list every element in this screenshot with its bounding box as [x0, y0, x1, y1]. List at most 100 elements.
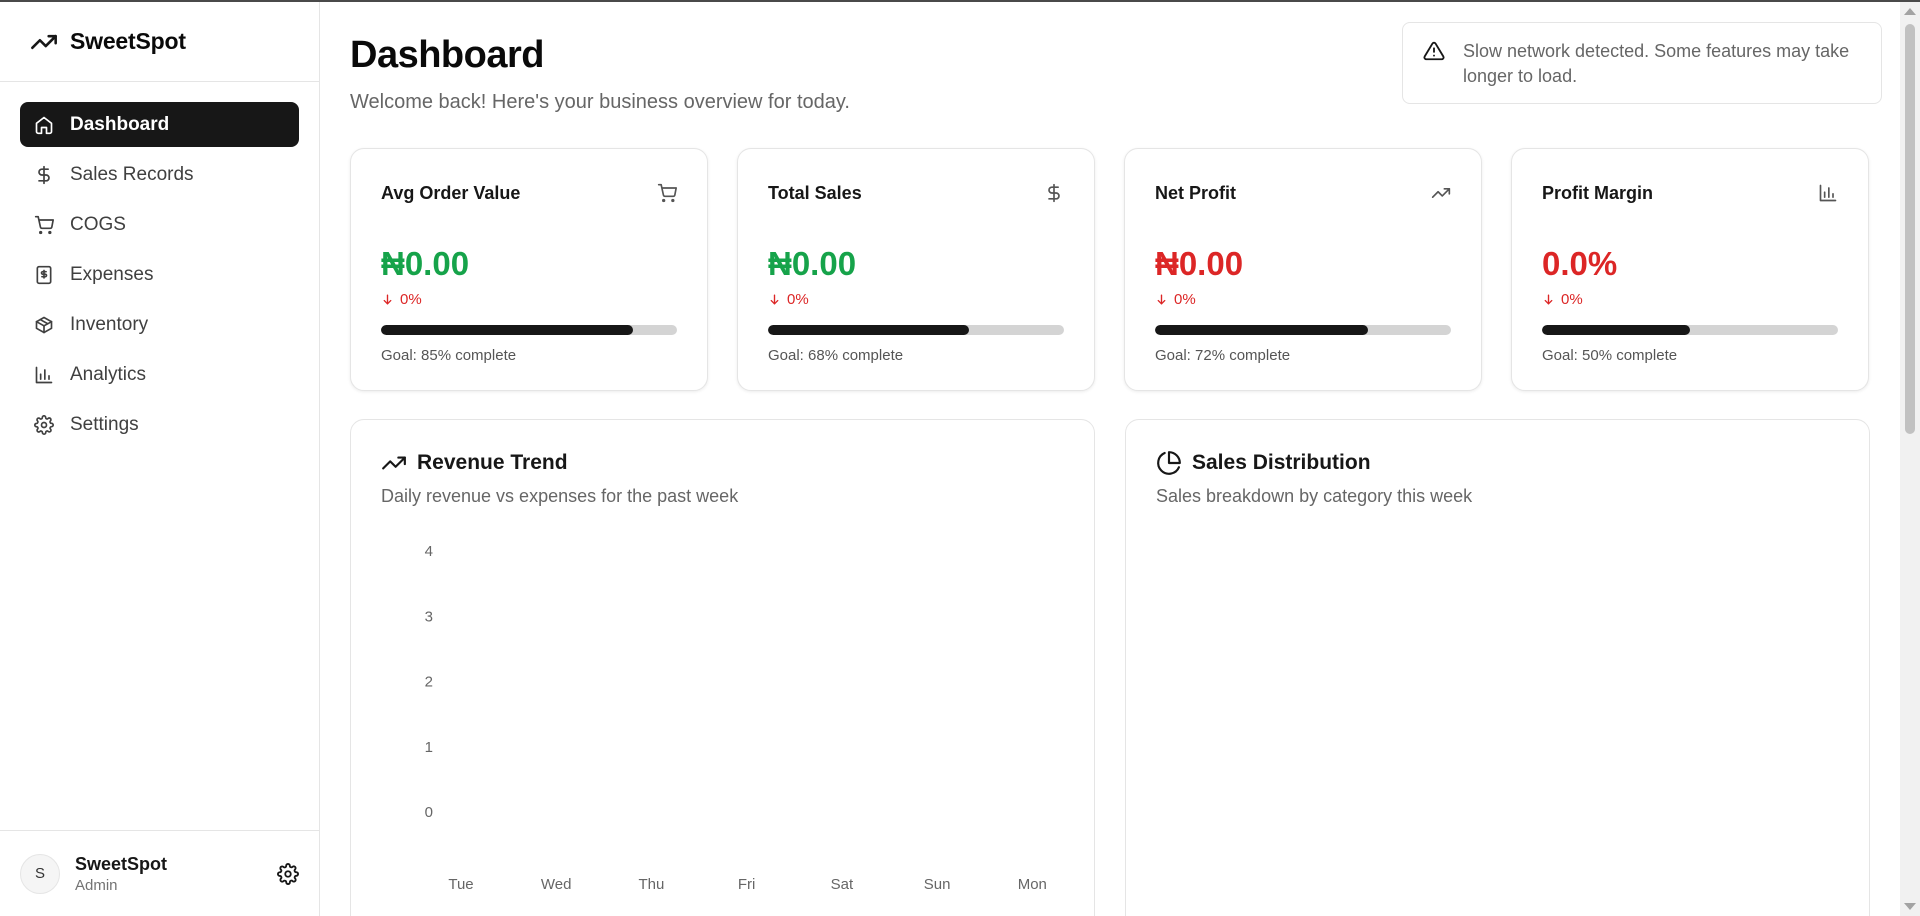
user-info: SweetSpot Admin: [75, 854, 277, 894]
x-tick-label: Thu: [639, 876, 665, 893]
kpi-goal: Goal: 50% complete: [1542, 347, 1678, 364]
cart-icon: [34, 215, 54, 234]
panel-subtitle: Sales breakdown by category this week: [1156, 486, 1473, 506]
goal-progress-bar: [381, 325, 677, 335]
panel-title: Revenue Trend: [417, 451, 568, 474]
pie-chart-icon: [1157, 451, 1181, 475]
sales-distribution-panel: Sales Distribution Sales breakdown by ca…: [1125, 419, 1870, 916]
goal-progress-bar: [1155, 325, 1451, 335]
goal-progress-bar: [768, 325, 1064, 335]
kpi-change: 0%: [1155, 291, 1196, 308]
goal-progress-fill: [1155, 325, 1369, 335]
brand[interactable]: SweetSpot: [0, 2, 319, 82]
sidebar-item-analytics[interactable]: Analytics: [20, 352, 299, 397]
gear-icon: [34, 414, 54, 435]
sidebar-item-label: Inventory: [70, 313, 149, 335]
x-tick-label: Mon: [1018, 876, 1047, 893]
kpi-card-total-sales: Total Sales ₦0.00 0% Goal: 68% complete: [737, 148, 1095, 391]
kpi-change-value: 0%: [1174, 291, 1196, 308]
revenue-trend-chart[interactable]: 0 1 2 3 4 Tue Wed Thu Fri Sat Sun Mon: [351, 420, 1096, 916]
page-subtitle: Welcome back! Here's your business overv…: [350, 91, 850, 113]
y-tick-label: 0: [425, 804, 433, 821]
kpi-card-profit-margin: Profit Margin 0.0% 0% Goal: 50% complete: [1511, 148, 1869, 391]
x-tick-label: Wed: [541, 876, 572, 893]
home-icon: [35, 116, 53, 134]
package-icon: [35, 316, 53, 333]
main-content: Dashboard Welcome back! Here's your busi…: [321, 2, 1900, 916]
page-title: Dashboard: [350, 34, 544, 76]
scroll-up-arrow[interactable]: [1904, 8, 1916, 15]
kpi-goal: Goal: 72% complete: [1155, 347, 1291, 364]
scroll-down-arrow[interactable]: [1904, 903, 1916, 910]
goal-progress-fill: [381, 325, 633, 335]
alert-text: Slow network detected. Some features may…: [1463, 41, 1850, 86]
sidebar-item-settings[interactable]: Settings: [20, 402, 299, 447]
sidebar-item-inventory[interactable]: Inventory: [20, 302, 299, 347]
x-tick-label: Fri: [738, 876, 756, 893]
panel-subtitle: Daily revenue vs expenses for the past w…: [381, 486, 739, 506]
kpi-card-avg-order-value: Avg Order Value ₦0.00 0% Goal: 85% compl…: [350, 148, 708, 391]
panel-title: Sales Distribution: [1192, 451, 1371, 474]
kpi-title: Net Profit: [1155, 183, 1236, 203]
y-tick-label: 2: [425, 674, 433, 691]
kpi-change: 0%: [1542, 291, 1583, 308]
user-role: Admin: [75, 876, 118, 894]
gear-icon[interactable]: [277, 862, 299, 885]
window-top-border: [0, 0, 1920, 2]
kpi-change-value: 0%: [1561, 291, 1583, 308]
sidebar-item-sales-records[interactable]: Sales Records: [20, 152, 299, 197]
network-alert: Slow network detected. Some features may…: [1402, 22, 1882, 104]
dollar-icon: [38, 165, 50, 184]
kpi-change: 0%: [381, 291, 422, 308]
kpi-value: 0.0%: [1542, 245, 1618, 282]
sidebar-item-label: Sales Records: [70, 163, 194, 185]
arrow-down-icon: [383, 294, 392, 305]
goal-progress-fill: [1542, 325, 1690, 335]
avatar[interactable]: S: [20, 853, 60, 894]
kpi-value: ₦0.00: [768, 245, 857, 282]
sidebar-item-label: Dashboard: [70, 113, 170, 135]
x-tick-label: Sat: [831, 876, 854, 893]
arrow-down-icon: [770, 294, 779, 305]
sidebar-nav: Dashboard Sales Records COGS Expenses In…: [0, 82, 319, 447]
x-tick-label: Sun: [924, 876, 951, 893]
sidebar-item-cogs[interactable]: COGS: [20, 202, 299, 247]
sidebar-item-label: Analytics: [70, 363, 147, 385]
trending-up-icon: [1431, 188, 1451, 198]
user-name: SweetSpot: [75, 853, 168, 874]
sidebar-item-label: Settings: [70, 413, 139, 435]
kpi-change-value: 0%: [787, 291, 809, 308]
arrow-down-icon: [1157, 294, 1166, 305]
receipt-icon: [36, 265, 52, 284]
kpi-title: Avg Order Value: [381, 183, 521, 203]
trending-up-icon: [31, 34, 57, 49]
y-tick-label: 4: [425, 543, 433, 560]
sidebar-item-label: COGS: [70, 213, 126, 235]
kpi-change: 0%: [768, 291, 809, 308]
sidebar-item-expenses[interactable]: Expenses: [20, 252, 299, 297]
x-tick-label: Tue: [448, 876, 473, 893]
y-tick-label: 1: [425, 739, 433, 756]
y-tick-label: 3: [425, 608, 433, 625]
kpi-title: Profit Margin: [1542, 183, 1653, 203]
revenue-trend-panel: Revenue Trend Daily revenue vs expenses …: [350, 419, 1095, 916]
kpi-value: ₦0.00: [1155, 245, 1244, 282]
kpi-goal: Goal: 85% complete: [381, 347, 517, 364]
panel-header: Sales Distribution: [1156, 450, 1371, 476]
page-scrollbar[interactable]: [1900, 2, 1920, 916]
kpi-change-value: 0%: [400, 291, 422, 308]
goal-progress-bar: [1542, 325, 1838, 335]
panel-header: Revenue Trend: [381, 450, 568, 476]
brand-name: SweetSpot: [70, 28, 186, 54]
kpi-value: ₦0.00: [381, 245, 470, 282]
trending-up-icon: [382, 456, 406, 470]
cart-icon: [657, 183, 677, 203]
sidebar-item-label: Expenses: [70, 263, 154, 285]
user-panel: S SweetSpot Admin: [0, 830, 319, 916]
goal-progress-fill: [768, 325, 970, 335]
kpi-title: Total Sales: [768, 183, 862, 203]
sidebar-item-dashboard[interactable]: Dashboard: [20, 102, 299, 147]
kpi-goal: Goal: 68% complete: [768, 347, 904, 364]
scroll-thumb[interactable]: [1905, 24, 1915, 434]
sidebar: SweetSpot Dashboard Sales Records COGS E…: [0, 2, 320, 916]
